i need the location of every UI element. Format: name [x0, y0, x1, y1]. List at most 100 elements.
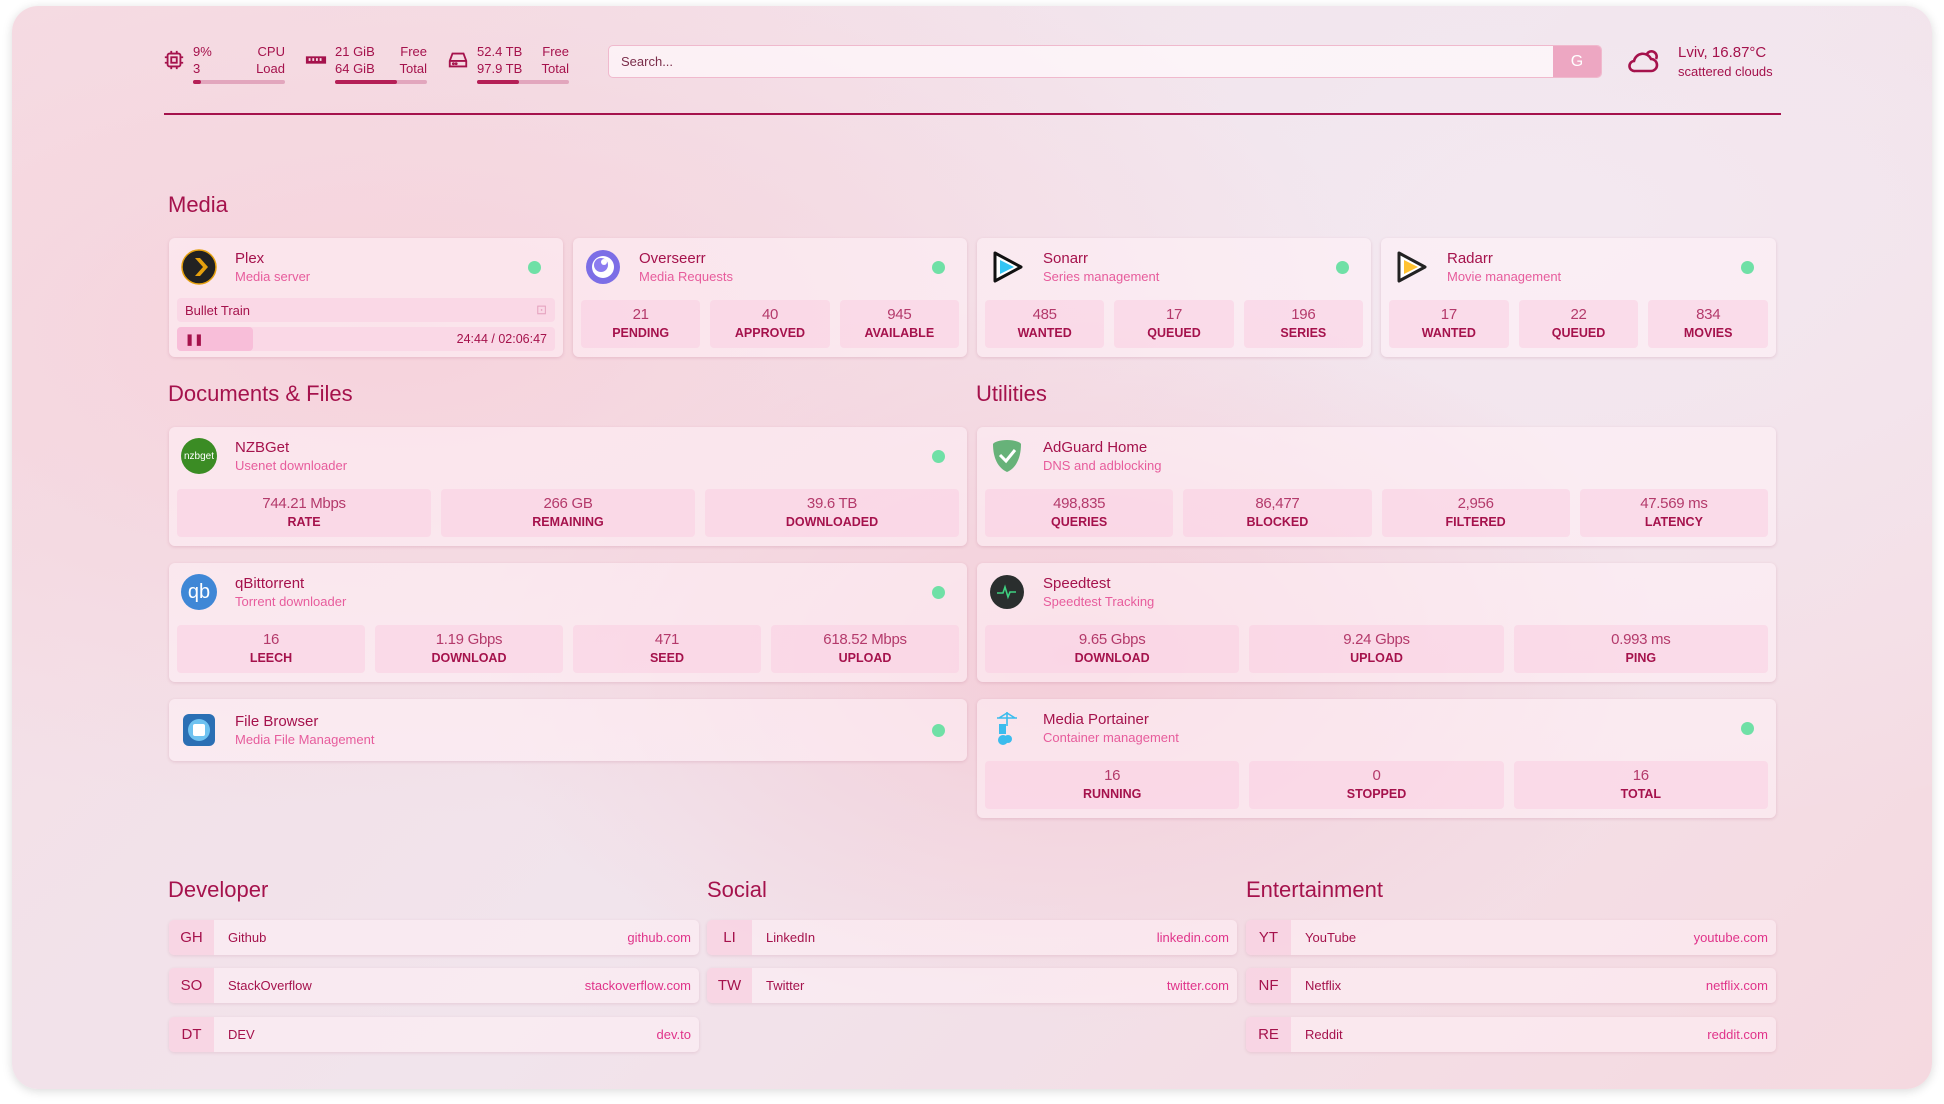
service-card-portainer[interactable]: Media Portainer Container management 16 RU…: [977, 699, 1776, 818]
stat-label: LATENCY: [1644, 515, 1703, 529]
stat-seed: 471 SEED: [573, 625, 761, 673]
bookmark-group-developer: Developer: [168, 877, 269, 902]
bookmark-name: YouTube: [1305, 930, 1357, 945]
memory-total: 64 GiB: [335, 61, 375, 76]
cpu-cores: 3: [193, 61, 201, 76]
video-icon: ⊡: [536, 302, 547, 317]
bookmark-abbr: YT: [1246, 920, 1291, 955]
stat-value: 485: [1032, 306, 1057, 323]
bookmark-reddit[interactable]: RE Reddit reddit.com: [1246, 1017, 1776, 1052]
stat-stopped: 0 STOPPED: [1249, 761, 1504, 809]
memory-free: 21 GiB: [335, 44, 375, 59]
service-card-overseerr[interactable]: Overseerr Media Requests 21 PENDING 40 APPRO…: [573, 238, 967, 357]
stat-label: UPLOAD: [1350, 651, 1403, 665]
stat-label: BLOCKED: [1246, 515, 1309, 529]
bookmark-netflix[interactable]: NF Netflix netflix.com: [1246, 968, 1776, 1003]
stat-blocked: 86,477 BLOCKED: [1183, 489, 1372, 537]
stat-value: 266 GB: [543, 495, 593, 512]
stat-label: AVAILABLE: [864, 326, 935, 340]
stat-value: 39.6 TB: [806, 495, 858, 512]
bookmark-abbr: TW: [707, 968, 752, 1003]
stat-filtered: 2,956 FILTERED: [1381, 489, 1570, 537]
bookmark-twitter[interactable]: TW Twitter twitter.com: [707, 968, 1237, 1003]
service-card-plex[interactable]: Plex Media server Bullet Train ⊡ ❚❚ 24:44 /…: [169, 238, 563, 357]
pause-icon[interactable]: ❚❚: [185, 333, 204, 346]
cpu-label2: Load: [256, 61, 285, 76]
bookmark-linkedin[interactable]: LI LinkedIn linkedin.com: [707, 920, 1237, 955]
service-subtitle: Media Requests: [639, 269, 733, 284]
stat-value: 9.24 Gbps: [1343, 631, 1410, 648]
stat-upload: 9.24 Gbps UPLOAD: [1249, 625, 1504, 673]
service-card-speedtest[interactable]: Speedtest Speedtest Tracking 9.65 Gbps DOW…: [977, 563, 1776, 682]
stat-latency: 47.569 ms LATENCY: [1579, 489, 1768, 537]
service-subtitle: Speedtest Tracking: [1043, 594, 1155, 609]
status-dot: [528, 261, 541, 274]
stat-label: WANTED: [1017, 326, 1072, 340]
stat-approved: 40 APPROVED: [710, 300, 830, 348]
service-card-nzbget[interactable]: nzbget NZBGet Usenet downloader 744.21 Mb…: [169, 427, 967, 546]
bookmark-url: reddit.com: [1707, 1027, 1768, 1042]
bookmark-url: youtube.com: [1693, 930, 1768, 945]
bookmark-name: Netflix: [1305, 978, 1342, 993]
service-card-adguard[interactable]: AdGuard Home DNS and adblocking 498,835 QU…: [977, 427, 1776, 546]
stat-label: PING: [1625, 651, 1657, 665]
section-title-utilities: Utilities: [976, 381, 1047, 406]
stat-label: UPLOAD: [838, 651, 892, 665]
stat-label: DOWNLOAD: [431, 651, 507, 665]
stat-label: LEECH: [249, 651, 293, 665]
cpu-bar: [193, 80, 285, 84]
stat-available: 945 AVAILABLE: [839, 300, 959, 348]
stat-wanted: 17 WANTED: [1389, 300, 1509, 348]
service-card-radarr[interactable]: Radarr Movie management 17 WANTED 22 QUEUED 8…: [1381, 238, 1776, 357]
stat-value: 16: [262, 631, 280, 648]
disk-label: Free: [542, 44, 569, 59]
stat-value: 945: [887, 306, 912, 323]
status-dot: [1741, 722, 1754, 735]
stat-pending: 21 PENDING: [581, 300, 701, 348]
status-dot: [932, 586, 945, 599]
bookmark-github[interactable]: GH Github github.com: [169, 920, 699, 955]
stat-value: 618.52 Mbps: [823, 631, 907, 648]
stat-value: 834: [1696, 306, 1721, 323]
service-title: Radarr: [1447, 250, 1493, 267]
playback-bar: ❚❚ 24:44 / 02:06:47: [177, 327, 555, 351]
search-provider-button[interactable]: G: [1553, 46, 1601, 77]
speedtest-icon: [990, 575, 1024, 609]
service-card-file-browser[interactable]: File Browser Media File Management: [169, 699, 967, 761]
service-card-qbittorrent[interactable]: qb qBittorrent Torrent downloader 16 LEECH…: [169, 563, 967, 682]
bookmark-url: github.com: [627, 930, 691, 945]
search-input[interactable]: [609, 46, 1553, 77]
qbittorrent-icon: qb: [181, 574, 217, 610]
now-playing: Bullet Train ⊡: [177, 298, 555, 322]
bookmark-youtube[interactable]: YT YouTube youtube.com: [1246, 920, 1776, 955]
service-subtitle: DNS and adblocking: [1043, 458, 1162, 473]
memory-bar: [335, 80, 427, 84]
service-card-sonarr[interactable]: Sonarr Series management 485 WANTED 17 QUEUE…: [977, 238, 1371, 357]
stat-value: 196: [1291, 306, 1316, 323]
section-title-docs: Documents & Files: [168, 381, 353, 406]
bookmark-abbr: SO: [169, 968, 214, 1003]
bookmark-name: LinkedIn: [766, 930, 816, 945]
stat-upload: 618.52 Mbps UPLOAD: [771, 625, 959, 673]
stat-remaining: 266 GB REMAINING: [441, 489, 695, 537]
cpu-label: CPU: [257, 44, 285, 59]
bookmark-stackoverflow[interactable]: SO StackOverflow stackoverflow.com: [169, 968, 699, 1003]
disk-label2: Total: [541, 61, 569, 76]
bookmark-abbr: GH: [169, 920, 214, 955]
stat-value: 21: [632, 306, 649, 323]
now-playing-title: Bullet Train: [185, 302, 251, 318]
file-browser-icon: [183, 714, 215, 746]
stat-label: REMAINING: [532, 515, 604, 529]
bookmark-dev[interactable]: DT DEV dev.to: [169, 1017, 699, 1052]
status-dot: [932, 724, 945, 737]
status-dot: [1336, 261, 1349, 274]
disk-widget: 52.4 TB Free 97.9 TB Total: [447, 43, 569, 84]
stat-value: 744.21 Mbps: [262, 495, 346, 512]
service-subtitle: Media File Management: [235, 732, 375, 747]
bookmark-name: Github: [228, 930, 267, 945]
status-dot: [932, 450, 945, 463]
disk-free: 52.4 TB: [477, 44, 523, 59]
stat-label: WANTED: [1421, 326, 1476, 340]
stat-wanted: 485 WANTED: [985, 300, 1105, 348]
service-title: Speedtest: [1043, 575, 1111, 592]
